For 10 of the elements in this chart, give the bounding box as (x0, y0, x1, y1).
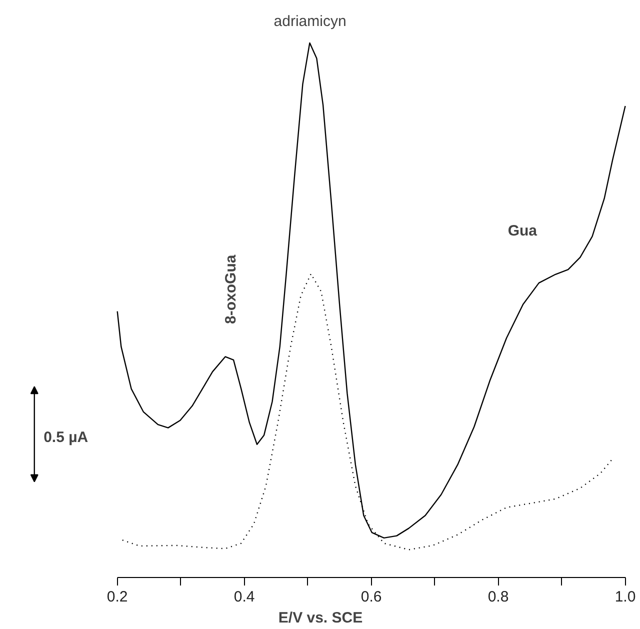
x-tick-label: 0.4 (234, 588, 255, 606)
annotation: 8-oxoGua (222, 254, 240, 324)
text: adriamicyn (274, 13, 346, 30)
x-axis-title: E/V vs. SCE (278, 610, 363, 626)
x-tick-label: 0.8 (488, 588, 509, 606)
x-tick-label: 0.6 (360, 588, 382, 606)
x-tick-label: 1.0 (614, 588, 636, 606)
x-tick-label: 0.2 (106, 588, 128, 606)
text: 0.5 µA (44, 428, 88, 446)
annotation: Gua (508, 222, 538, 240)
